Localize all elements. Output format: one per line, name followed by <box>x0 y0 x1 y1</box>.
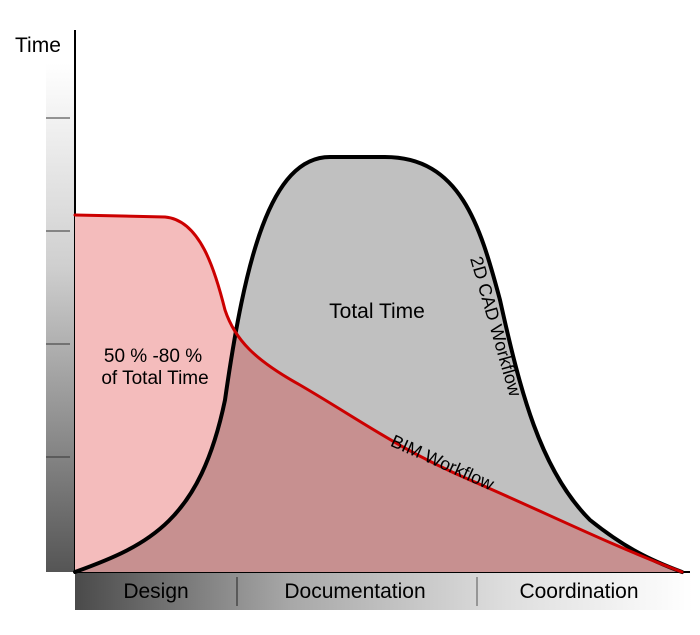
bim-share-label-line2: of Total Time <box>101 368 208 389</box>
phase-design: Design <box>123 580 188 603</box>
y-axis-ticks <box>46 117 70 458</box>
y-axis-label: Time <box>15 34 61 57</box>
x-axis-band <box>75 572 693 610</box>
bim-share-label-line1: 50 % -80 % <box>104 346 202 367</box>
cad-curve <box>73 155 684 574</box>
overlap-area <box>75 215 682 572</box>
bim-curve <box>73 213 684 574</box>
total-time-label: Total Time <box>329 300 425 323</box>
phase-documentation: Documentation <box>284 580 425 603</box>
phase-coordination: Coordination <box>519 580 638 603</box>
y-axis-bar <box>46 63 75 572</box>
